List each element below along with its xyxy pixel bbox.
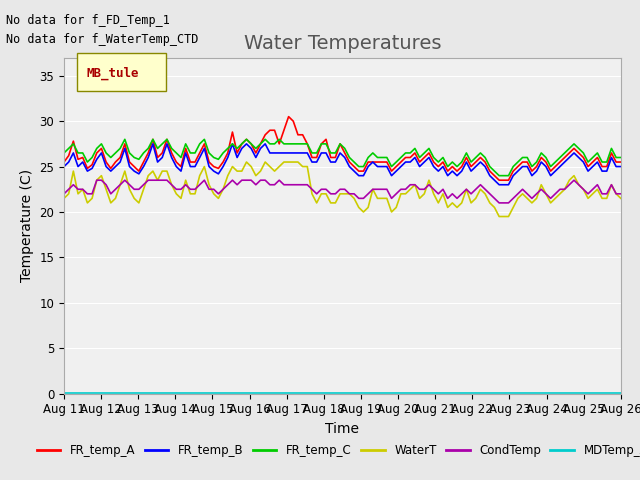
Y-axis label: Temperature (C): Temperature (C) (20, 169, 34, 282)
Text: MB_tule: MB_tule (86, 67, 139, 80)
Title: Water Temperatures: Water Temperatures (244, 34, 441, 53)
Text: No data for f_FD_Temp_1: No data for f_FD_Temp_1 (6, 14, 170, 27)
Text: No data for f_WaterTemp_CTD: No data for f_WaterTemp_CTD (6, 33, 199, 46)
X-axis label: Time: Time (325, 422, 360, 436)
Legend: FR_temp_A, FR_temp_B, FR_temp_C, WaterT, CondTemp, MDTemp_A: FR_temp_A, FR_temp_B, FR_temp_C, WaterT,… (32, 439, 640, 462)
